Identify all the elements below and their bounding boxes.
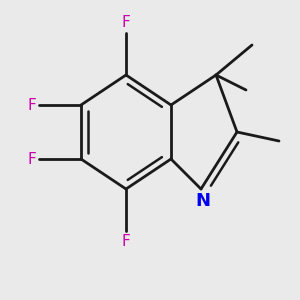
Text: F: F <box>122 234 130 249</box>
Text: N: N <box>195 192 210 210</box>
Text: F: F <box>27 98 36 112</box>
Text: F: F <box>27 152 36 166</box>
Text: F: F <box>122 15 130 30</box>
